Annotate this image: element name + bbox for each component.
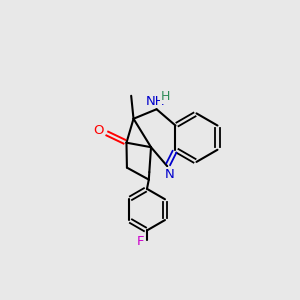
Text: F: F: [136, 235, 144, 248]
Text: O: O: [93, 124, 104, 137]
Text: H: H: [161, 90, 170, 103]
Text: NH: NH: [146, 94, 165, 108]
Text: N: N: [165, 168, 174, 181]
